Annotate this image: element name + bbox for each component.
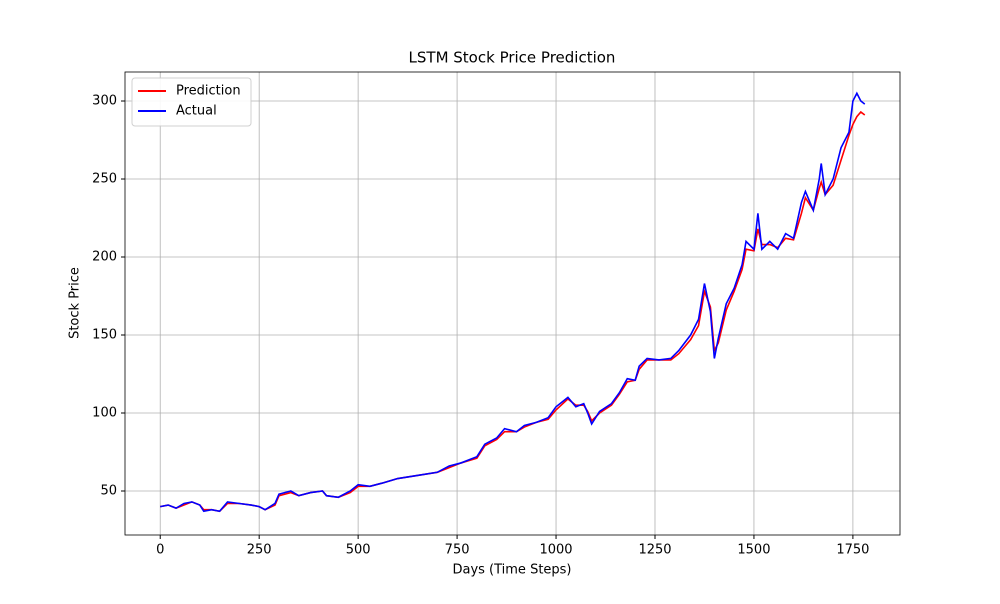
y-tick-label: 150 [92,328,117,343]
y-tick-label: 100 [92,406,117,421]
plot-frame [124,71,901,536]
x-tick-label: 750 [445,543,470,558]
legend-label: Prediction [176,84,241,99]
y-tick-label: 50 [100,484,117,499]
legend-label: Actual [176,104,217,119]
x-tick-label: 1250 [638,543,671,558]
x-tick-label: 0 [156,543,164,558]
x-tick-label: 250 [247,543,272,558]
x-tick-label: 1500 [737,543,770,558]
chart-title: LSTM Stock Price Prediction [409,49,616,67]
x-tick-label: 1000 [539,543,572,558]
series-line [160,110,866,513]
x-axis-label: Days (Time Steps) [452,563,571,578]
x-tick-label: 500 [346,543,371,558]
x-tick-label: 1750 [836,543,869,558]
y-tick-label: 250 [92,172,117,187]
y-tick-label: 200 [92,250,117,265]
y-axis-label: Stock Price [68,267,83,339]
y-tick-label: 300 [92,94,117,109]
series-line [160,91,866,513]
